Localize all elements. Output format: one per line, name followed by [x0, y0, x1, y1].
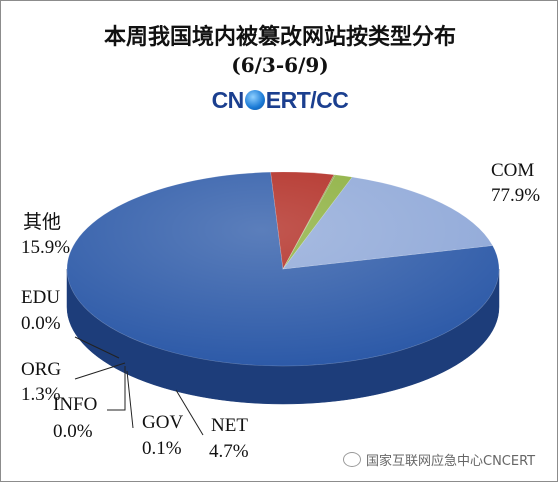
label-name-other: 其他 [23, 211, 61, 233]
label-value-info: 0.0% [53, 421, 93, 442]
label-name-com: COM [491, 160, 534, 181]
label-name-info: INFO [53, 394, 97, 415]
label-value-gov: 0.1% [142, 438, 182, 459]
label-value-org: 1.3% [21, 384, 61, 405]
label-name-gov: GOV [142, 412, 183, 433]
leader-line-gov [126, 370, 134, 429]
leader-line-org [74, 362, 126, 380]
wechat-icon [343, 452, 361, 467]
label-name-edu: EDU [21, 287, 60, 308]
globe-icon [244, 90, 265, 110]
logo-text-left: CN [211, 87, 245, 113]
watermark: 国家互联网应急中心CNCERT [343, 450, 535, 469]
label-value-net: 4.7% [209, 441, 249, 462]
label-value-com: 77.9% [491, 185, 540, 206]
leader-line-info [107, 366, 126, 411]
leader-line-edu [74, 336, 120, 359]
logo-text-right: ERT/CC [265, 87, 349, 113]
label-value-other: 15.9% [21, 237, 70, 258]
label-name-net: NET [211, 415, 248, 436]
chart-subtitle: (6/3-6/9) [231, 53, 329, 77]
label-value-edu: 0.0% [21, 313, 61, 334]
cncert-logo: CN ERT/CC [1, 87, 557, 114]
label-name-org: ORG [21, 359, 61, 380]
watermark-text: 国家互联网应急中心CNCERT [366, 454, 536, 469]
pie-highlight [67, 172, 499, 366]
leader-line-net [175, 389, 204, 436]
chart-title: 本周我国境内被篡改网站按类型分布 [103, 24, 456, 50]
